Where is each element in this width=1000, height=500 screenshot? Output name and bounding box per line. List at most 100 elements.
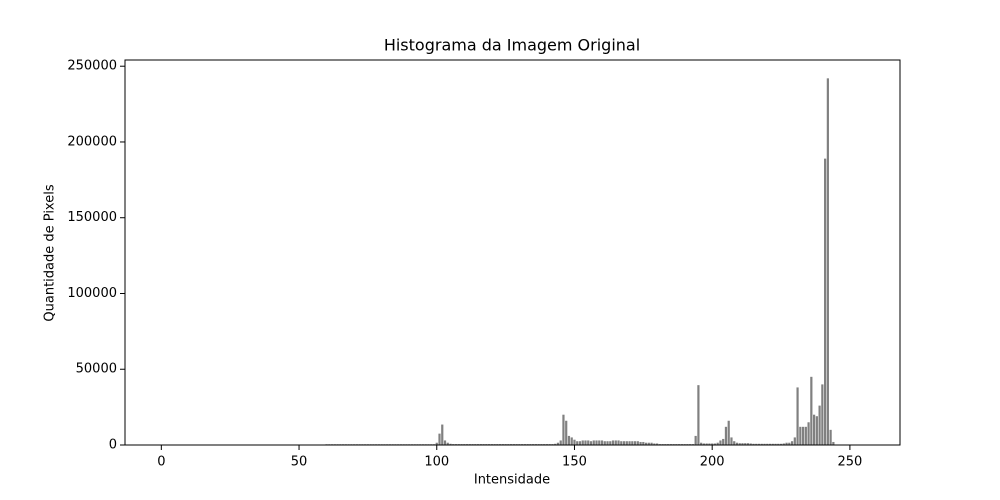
y-tick-label: 250000 bbox=[67, 59, 117, 74]
bar bbox=[449, 443, 452, 445]
bar bbox=[628, 441, 631, 445]
bar bbox=[576, 441, 579, 445]
bar bbox=[562, 414, 565, 445]
bar bbox=[782, 443, 785, 445]
bar bbox=[443, 440, 447, 445]
bar bbox=[631, 441, 634, 445]
bar bbox=[702, 443, 706, 445]
bar bbox=[768, 443, 772, 445]
bar bbox=[821, 384, 824, 445]
bar bbox=[746, 443, 750, 445]
bar bbox=[711, 443, 714, 445]
y-tick-label: 150000 bbox=[67, 210, 117, 225]
bar bbox=[793, 437, 796, 445]
y-axis-label: Quantidade de Pixels bbox=[43, 184, 58, 321]
y-tick-label: 50000 bbox=[76, 362, 117, 377]
bar bbox=[777, 443, 780, 445]
bar bbox=[744, 443, 747, 445]
bar bbox=[556, 442, 560, 445]
bar bbox=[785, 442, 788, 445]
bar bbox=[647, 442, 650, 445]
bar bbox=[559, 440, 562, 445]
bar bbox=[708, 443, 711, 445]
bar bbox=[733, 441, 736, 445]
bar bbox=[752, 443, 755, 445]
bar bbox=[694, 435, 697, 445]
bar bbox=[644, 442, 648, 445]
bar bbox=[584, 440, 587, 445]
bar bbox=[446, 442, 449, 445]
bar bbox=[824, 158, 827, 446]
bar bbox=[812, 414, 816, 445]
bar bbox=[598, 440, 601, 445]
bar bbox=[829, 429, 832, 445]
bar bbox=[771, 443, 774, 445]
y-tick-label: 0 bbox=[109, 438, 117, 453]
bar bbox=[749, 443, 752, 445]
bar bbox=[622, 441, 626, 445]
bar bbox=[763, 443, 766, 445]
bar bbox=[757, 443, 761, 445]
bar bbox=[573, 439, 576, 445]
bar bbox=[719, 440, 722, 445]
bar bbox=[565, 420, 568, 445]
bar bbox=[727, 420, 730, 445]
bar bbox=[697, 385, 700, 445]
bar bbox=[570, 437, 573, 445]
bar bbox=[713, 443, 717, 445]
bar bbox=[807, 422, 810, 445]
bar bbox=[724, 426, 728, 445]
bar bbox=[625, 441, 628, 445]
bar bbox=[655, 443, 659, 445]
bar bbox=[435, 442, 438, 445]
bar bbox=[639, 441, 642, 445]
bar bbox=[614, 440, 617, 445]
bar bbox=[738, 443, 741, 445]
bar bbox=[799, 426, 802, 445]
bar bbox=[826, 78, 829, 445]
bar bbox=[741, 443, 744, 445]
bar bbox=[801, 426, 805, 445]
bar bbox=[755, 443, 758, 445]
bar bbox=[592, 440, 595, 445]
bar bbox=[611, 440, 615, 445]
y-tick-label: 200000 bbox=[67, 134, 117, 149]
bar bbox=[633, 441, 637, 445]
bar bbox=[650, 442, 653, 445]
x-tick-label: 150 bbox=[562, 455, 587, 470]
bar bbox=[642, 441, 645, 445]
x-tick-label: 200 bbox=[700, 455, 725, 470]
bar bbox=[606, 441, 609, 445]
bar bbox=[636, 441, 639, 445]
bar bbox=[438, 433, 441, 445]
bar bbox=[600, 440, 604, 445]
bar bbox=[766, 443, 769, 445]
bar bbox=[804, 426, 807, 445]
bar bbox=[589, 441, 593, 445]
bar bbox=[578, 441, 582, 445]
bar bbox=[653, 443, 656, 445]
bar bbox=[581, 440, 584, 445]
bar bbox=[779, 443, 783, 445]
y-tick-label: 100000 bbox=[67, 286, 117, 301]
bar bbox=[587, 440, 590, 445]
bar bbox=[774, 443, 777, 445]
bar bbox=[595, 440, 598, 445]
x-tick-label: 0 bbox=[157, 455, 165, 470]
bar bbox=[810, 376, 813, 445]
x-tick-label: 100 bbox=[424, 455, 449, 470]
bar bbox=[716, 442, 719, 445]
bar bbox=[796, 387, 799, 445]
bar bbox=[788, 442, 791, 445]
x-tick-label: 250 bbox=[837, 455, 862, 470]
bar bbox=[441, 424, 444, 445]
bar bbox=[832, 441, 835, 445]
x-tick-label: 50 bbox=[291, 455, 308, 470]
bar bbox=[603, 441, 606, 445]
bar bbox=[735, 442, 739, 445]
plot-frame bbox=[124, 59, 901, 446]
bar bbox=[790, 441, 794, 445]
bar bbox=[705, 443, 708, 445]
bar bbox=[567, 435, 571, 445]
